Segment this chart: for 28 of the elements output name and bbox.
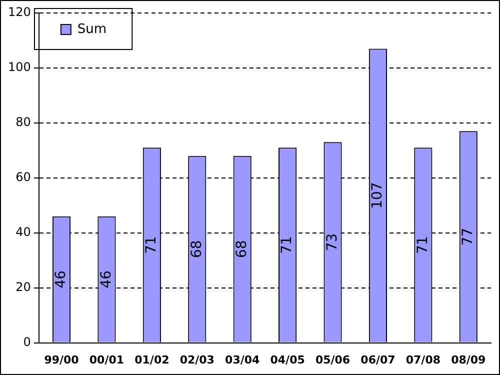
data-label: 46 — [53, 270, 70, 288]
x-tick-label: 00/01 — [89, 353, 124, 366]
x-tick-label: 05/06 — [315, 353, 350, 366]
x-tick-label: 06/07 — [360, 353, 396, 366]
y-tick-label: 20 — [16, 280, 31, 294]
y-tick-label: 100 — [8, 60, 31, 74]
x-tick-label: 08/09 — [451, 353, 486, 366]
x-tick-label: 01/02 — [134, 353, 170, 366]
y-tick-label: 60 — [16, 170, 31, 184]
data-label: 71 — [414, 236, 431, 254]
y-tick-label: 80 — [16, 115, 31, 130]
x-tick-label: 99/00 — [44, 353, 80, 366]
data-label: 107 — [370, 182, 386, 209]
data-label: 46 — [98, 270, 114, 288]
x-tick-label: 02/03 — [180, 353, 214, 366]
data-label: 68 — [234, 240, 250, 258]
data-label: 68 — [188, 240, 205, 258]
x-tick-label: 07/08 — [406, 353, 441, 366]
data-label: 71 — [144, 236, 160, 254]
data-label: 71 — [279, 236, 296, 254]
y-tick-label: 0 — [23, 334, 31, 349]
x-tick-label: 04/05 — [270, 353, 305, 366]
data-label: 73 — [324, 233, 340, 252]
x-tick-label: 03/04 — [225, 353, 260, 366]
data-label: 77 — [460, 228, 476, 246]
legend-label: Sum — [77, 22, 107, 37]
y-tick-label: 40 — [16, 224, 31, 239]
y-tick-label: 120 — [8, 5, 31, 20]
